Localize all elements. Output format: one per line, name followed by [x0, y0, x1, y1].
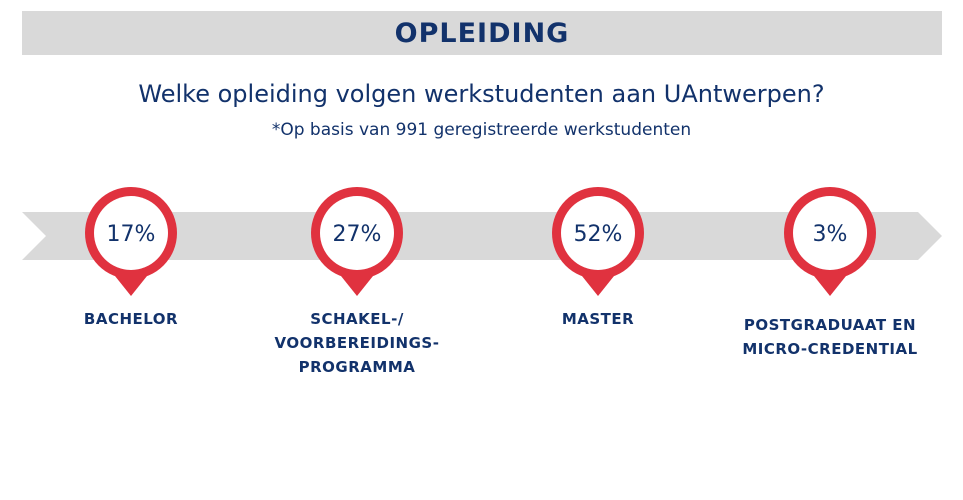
- header-bar: OPLEIDING: [22, 11, 942, 55]
- data-label: 27%: [333, 222, 382, 247]
- pin-marker: 52%: [552, 187, 644, 296]
- page-title: OPLEIDING: [394, 17, 570, 49]
- category-label: SCHAKEL-/VOORBEREIDINGS- PROGRAMMA: [274, 310, 440, 376]
- pin-marker: 27%: [311, 187, 403, 296]
- pin-inner-circle: [320, 196, 394, 270]
- data-label: 17%: [107, 222, 156, 247]
- pin-marker: 17%: [85, 187, 177, 296]
- pin-inner-circle: [793, 196, 867, 270]
- timeline-arrow-band: [22, 212, 942, 260]
- data-label: 3%: [813, 222, 848, 247]
- pin-marker: 3%: [784, 187, 876, 296]
- chart-note: *Op basis van 991 geregistreerde werkstu…: [271, 120, 692, 140]
- pin-group: 17% 27% 52% 3%: [85, 187, 876, 296]
- chart-question: Welke opleiding volgen werkstudenten aan…: [138, 80, 825, 108]
- category-label: BACHELOR: [83, 310, 179, 328]
- pin-inner-circle: [561, 196, 635, 270]
- data-label: 52%: [574, 222, 623, 247]
- category-label: POSTGRADUAAT EN MICRO-CREDENTIAL: [742, 316, 918, 358]
- category-label: MASTER: [561, 310, 635, 328]
- pin-inner-circle: [94, 196, 168, 270]
